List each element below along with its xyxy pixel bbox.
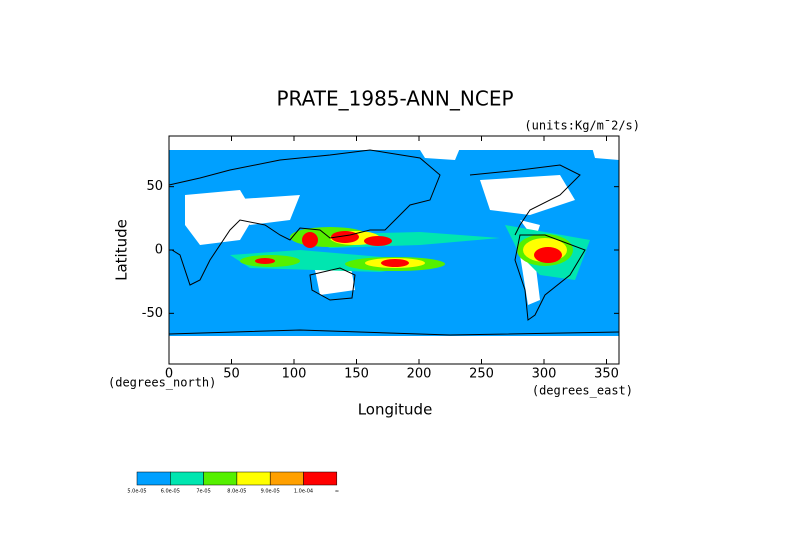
colorbar-label: 7e-05 xyxy=(196,489,210,495)
x-axis-label: Longitude xyxy=(358,401,433,419)
y-tick-label: 0 xyxy=(155,243,163,258)
x-tick-label: 300 xyxy=(532,367,557,382)
x-tick-label: 50 xyxy=(223,367,240,382)
colorbar-box xyxy=(269,471,304,486)
colorbar-label: 6.0e-05 xyxy=(161,489,180,495)
units-label: (units:Kg/m¯2/s) xyxy=(524,119,640,133)
colorbar-box xyxy=(136,471,171,486)
x-tick-label: 100 xyxy=(282,367,307,382)
colorbar-box xyxy=(303,471,338,486)
x-tick-label: 0 xyxy=(165,367,173,382)
x-tick-label: 200 xyxy=(407,367,432,382)
colorbar-label: 8.0e-05 xyxy=(227,489,246,495)
colorbar-label: ∞ xyxy=(335,489,339,495)
dry-areas xyxy=(169,136,619,364)
colorbar-label: 5.0e-05 xyxy=(127,489,146,495)
colorbar-box xyxy=(203,471,238,486)
colorbar-box xyxy=(236,471,271,486)
x-tick-label: 250 xyxy=(469,367,494,382)
colorbar-label: 1.0e-04 xyxy=(294,489,313,495)
y-units: (degrees_north) xyxy=(108,376,216,390)
y-axis-label: Latitude xyxy=(113,219,131,281)
colorbar-box xyxy=(170,471,204,486)
x-tick-label: 150 xyxy=(344,367,369,382)
map-field xyxy=(168,136,620,364)
x-tick-label: 350 xyxy=(594,367,619,382)
y-tick-label: 50 xyxy=(146,179,163,194)
coastlines xyxy=(168,149,620,336)
x-units: (degrees_east) xyxy=(532,384,633,398)
y-tick-label: -50 xyxy=(142,306,163,321)
colorbar-label: 9.0e-05 xyxy=(261,489,280,495)
chart-title: PRATE_1985-ANN_NCEP xyxy=(276,87,513,111)
rain-bands xyxy=(230,225,590,280)
